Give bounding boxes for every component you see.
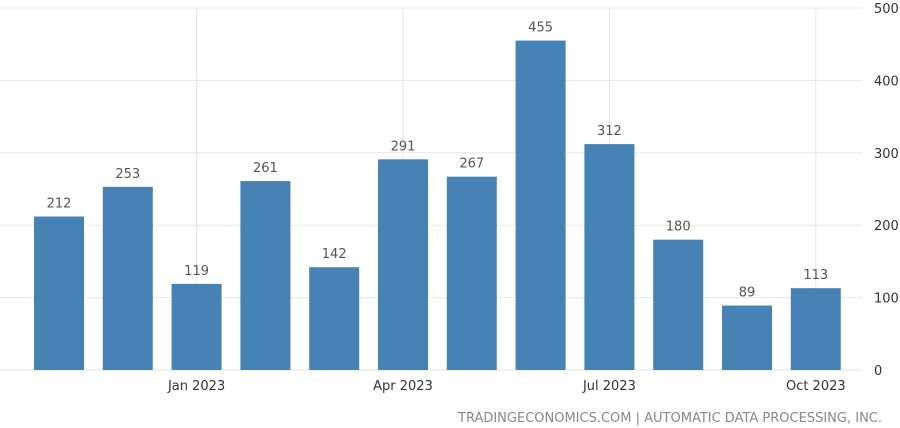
x-tick-label: Jan 2023 <box>167 379 225 394</box>
bar <box>653 239 704 370</box>
y-tick-label: 0 <box>874 364 882 379</box>
data-label: 89 <box>739 286 756 301</box>
y-tick-label: 100 <box>874 292 899 307</box>
x-tick-label: Oct 2023 <box>786 379 846 394</box>
y-tick-label: 200 <box>874 219 899 234</box>
data-label: 253 <box>115 167 140 182</box>
bar <box>722 305 772 370</box>
data-label: 119 <box>184 264 209 279</box>
x-tick-label: Apr 2023 <box>373 379 433 394</box>
bar <box>240 181 291 370</box>
y-tick-label: 300 <box>874 147 899 162</box>
data-labels: 212 253 119 261 142 291 267 455 312 180 89 113 <box>47 21 829 301</box>
bar <box>584 144 635 370</box>
x-tick-label: Jul 2023 <box>582 379 636 394</box>
data-label: 455 <box>528 21 553 36</box>
bar <box>309 267 360 370</box>
y-tick-label: 500 <box>874 2 899 17</box>
x-axis: Jan 2023 Apr 2023 Jul 2023 Oct 2023 <box>167 379 846 394</box>
bar <box>446 176 497 370</box>
bar <box>515 40 566 371</box>
data-label: 212 <box>47 197 72 212</box>
data-label: 291 <box>391 139 416 154</box>
bar <box>34 216 84 370</box>
data-label: 180 <box>666 220 691 235</box>
bar <box>378 159 428 370</box>
data-label: 142 <box>322 247 347 262</box>
source-credit: TRADINGECONOMICS.COM | AUTOMATIC DATA PR… <box>457 411 882 426</box>
data-label: 261 <box>253 161 278 176</box>
bar <box>102 186 153 370</box>
data-label: 113 <box>803 268 828 283</box>
data-label: 267 <box>459 157 484 172</box>
bar <box>790 288 841 370</box>
data-label: 312 <box>597 124 622 139</box>
bars <box>34 40 841 371</box>
y-tick-label: 400 <box>874 74 899 89</box>
bar <box>171 283 222 370</box>
y-axis: 0 100 200 300 400 500 <box>874 2 899 379</box>
